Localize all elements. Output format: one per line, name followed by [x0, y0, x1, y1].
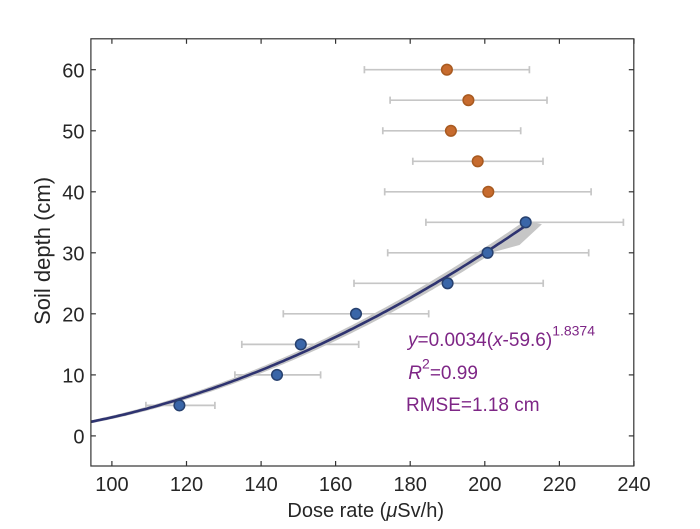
svg-text:240: 240 — [617, 474, 650, 496]
svg-text:50: 50 — [62, 121, 84, 143]
svg-text:160: 160 — [319, 474, 352, 496]
svg-text:20: 20 — [62, 304, 84, 326]
svg-text:40: 40 — [62, 182, 84, 204]
svg-text:100: 100 — [95, 474, 128, 496]
svg-text:120: 120 — [170, 474, 203, 496]
svg-text:10: 10 — [62, 366, 84, 388]
svg-text:220: 220 — [543, 474, 576, 496]
svg-text:140: 140 — [244, 474, 277, 496]
svg-text:180: 180 — [394, 474, 427, 496]
svg-text:60: 60 — [62, 60, 84, 82]
svg-text:R2=0.99: R2=0.99 — [408, 355, 478, 384]
svg-text:0: 0 — [73, 427, 84, 449]
svg-text:RMSE=1.18 cm: RMSE=1.18 cm — [406, 395, 540, 416]
svg-text:Dose rate (μSv/h): Dose rate (μSv/h) — [287, 500, 444, 522]
svg-text:30: 30 — [62, 243, 84, 265]
svg-text:Soil depth (cm): Soil depth (cm) — [30, 177, 55, 325]
svg-text:200: 200 — [468, 474, 501, 496]
